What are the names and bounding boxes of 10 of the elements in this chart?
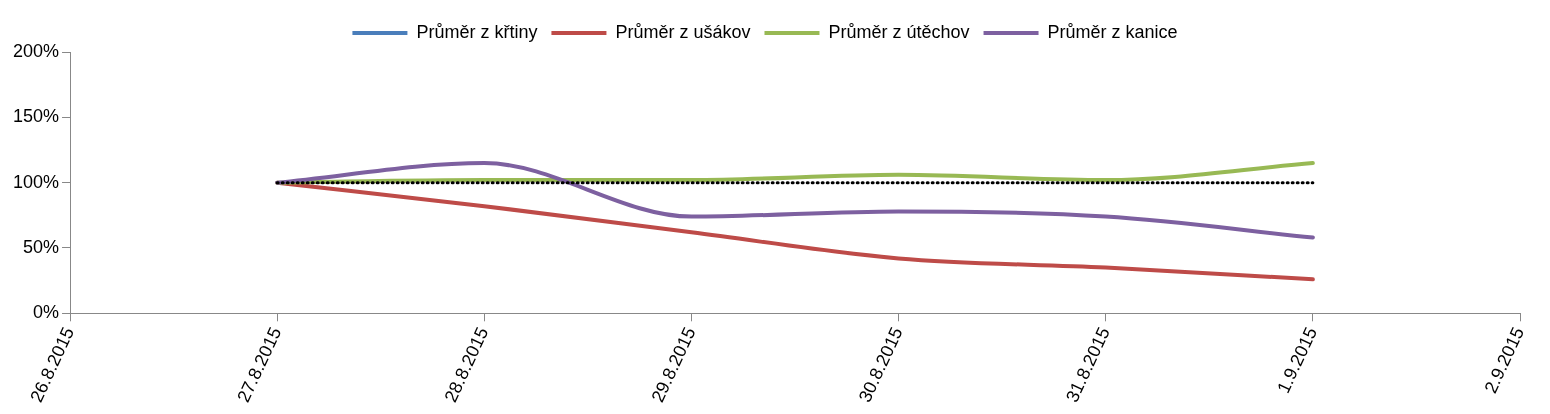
legend-label: Průměr z ušákov xyxy=(615,21,751,42)
y-tick-label: 200% xyxy=(12,40,60,61)
legend-label: Průměr z křtiny xyxy=(416,21,538,42)
y-tick-label: 50% xyxy=(23,236,60,257)
y-tick-label: 0% xyxy=(33,302,60,323)
y-tick-label: 100% xyxy=(12,171,60,192)
legend-label: Průměr z kanice xyxy=(1047,21,1178,42)
y-tick-label: 150% xyxy=(12,106,60,127)
legend-label: Průměr z útěchov xyxy=(828,21,970,42)
line-series xyxy=(275,161,1315,240)
